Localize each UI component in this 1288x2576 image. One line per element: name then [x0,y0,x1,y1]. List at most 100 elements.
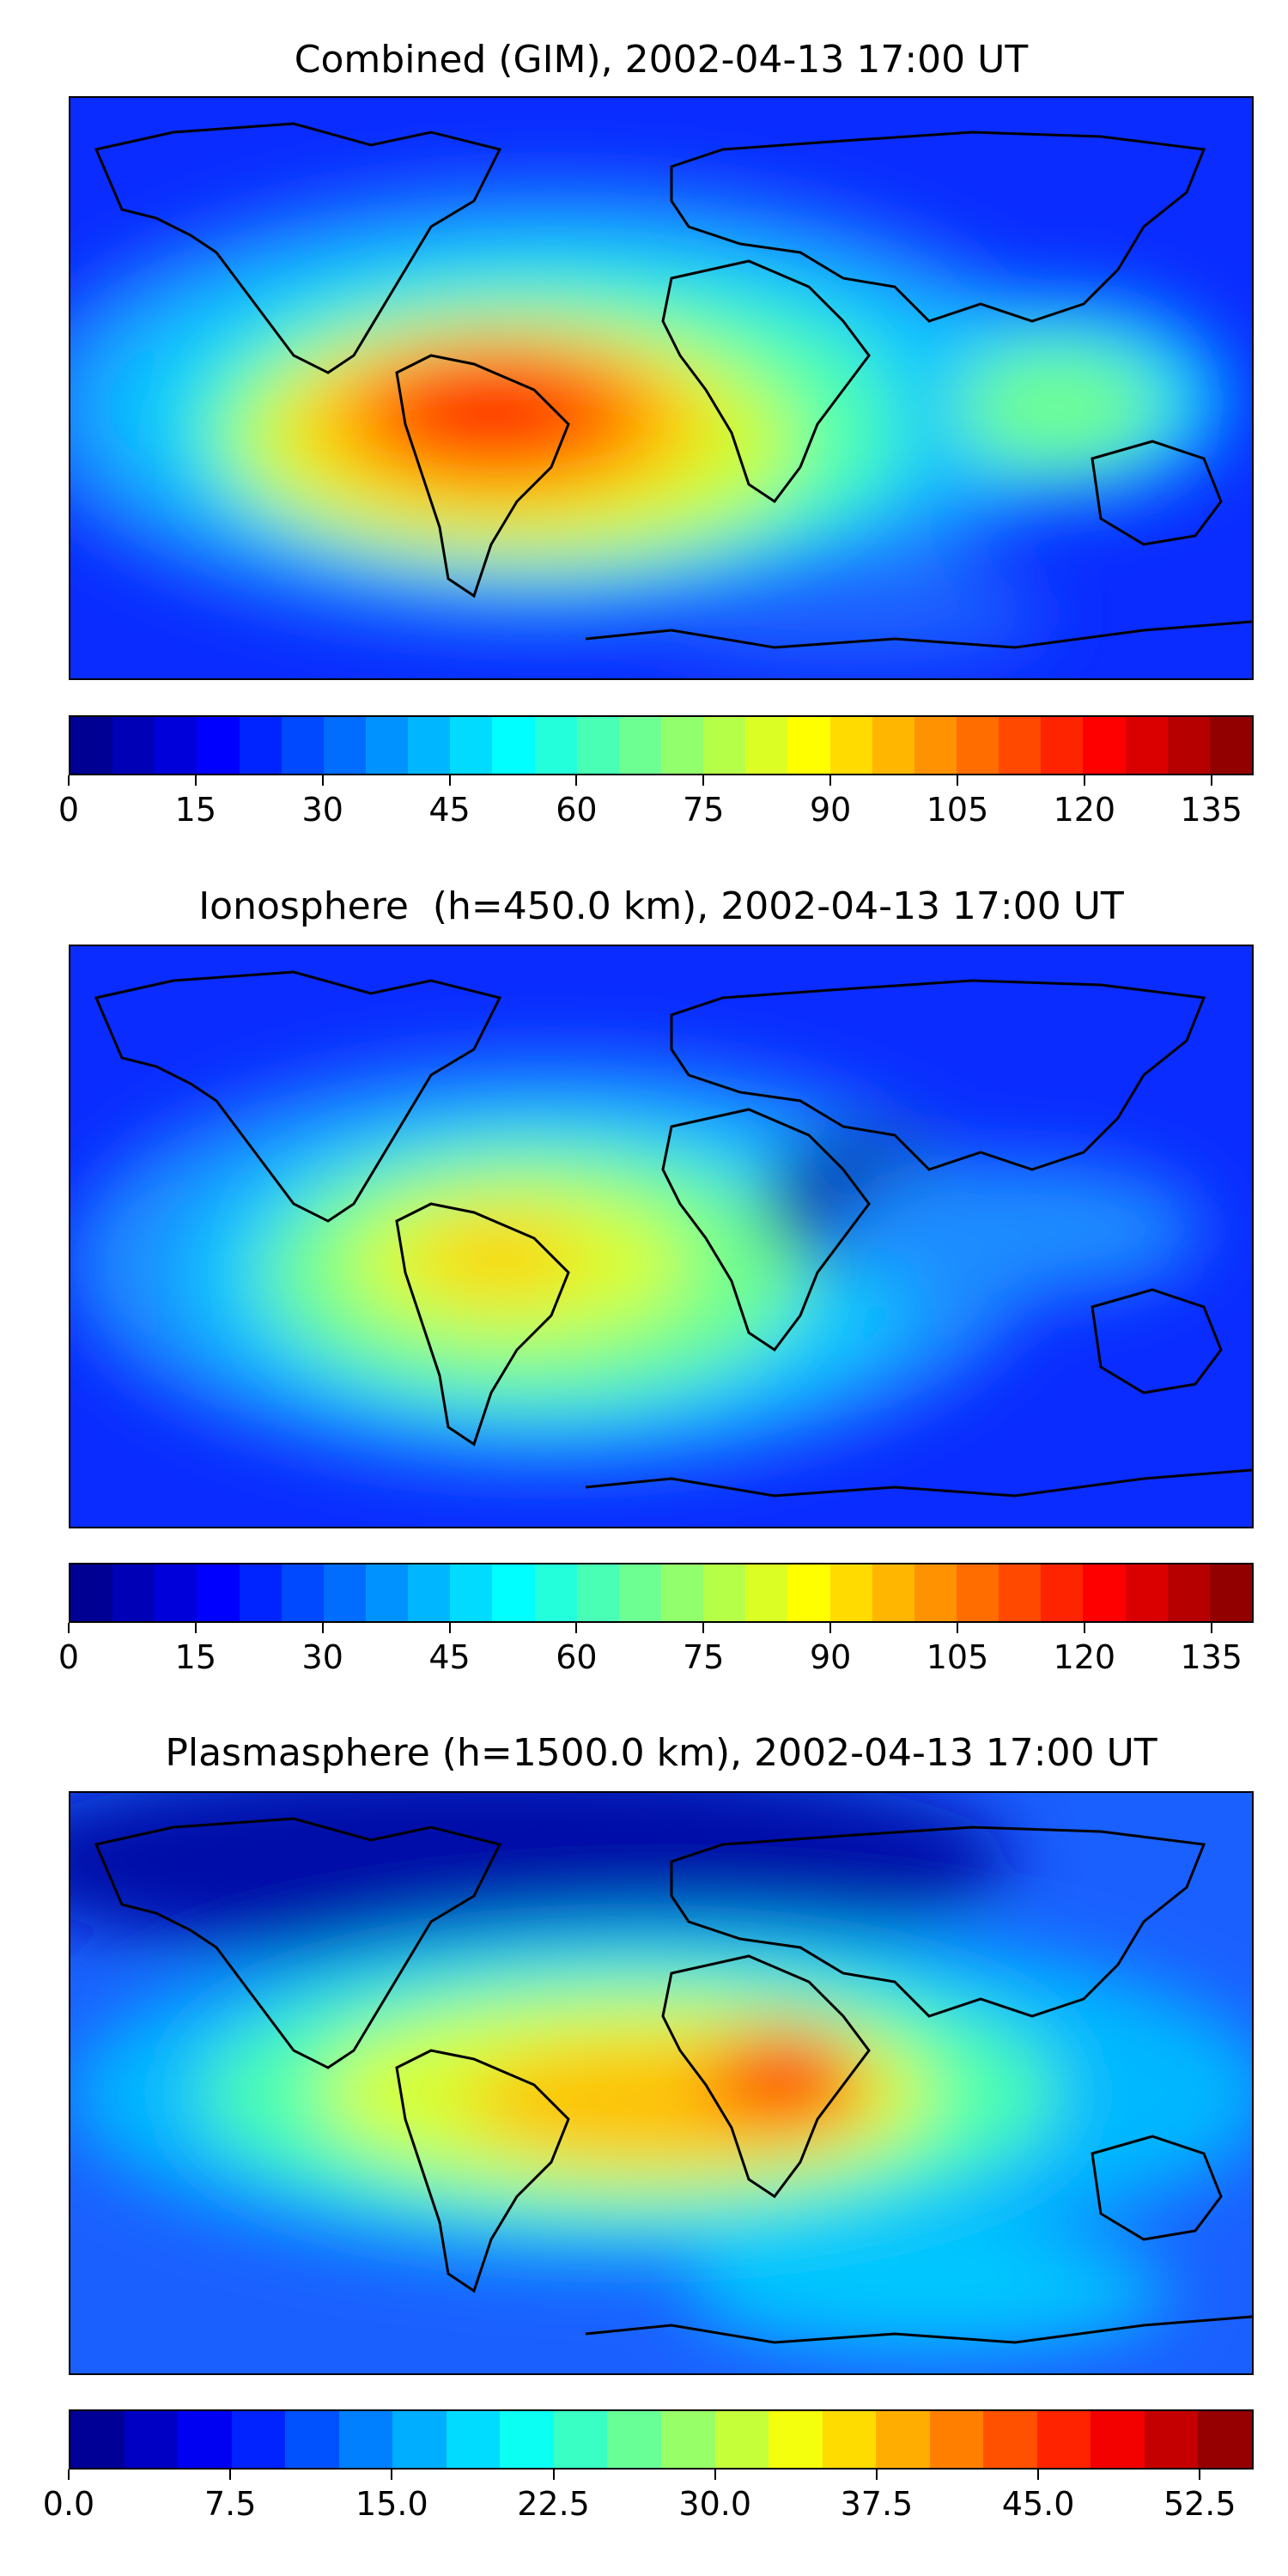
colorbar-tick-label: 60 [556,791,598,829]
colorbar-ticks-ionosphere: 0 15 30 45 60 75 90 105 120 135 [58,1623,1254,1676]
map-combined [69,96,1254,680]
colorbar-level [408,1564,451,1621]
colorbar-level [155,1564,197,1621]
colorbar-level [1041,717,1084,774]
colorbar-tick-label: 45 [428,1638,471,1676]
colorbar-tick-mark [229,2470,232,2480]
colorbar-level [703,1564,746,1621]
colorbar-tick-mark [714,2470,716,2480]
colorbar-level [999,1564,1042,1621]
colorbar-level [338,2411,393,2468]
colorbar-ionosphere [69,1563,1254,1623]
colorbar-tick-label: 15 [174,1638,217,1676]
coastlines-combined [94,122,1252,649]
colorbar-level [365,1564,409,1621]
colorbar-level [618,717,661,774]
colorbar-level [1209,1564,1252,1621]
colorbar-tick-mark [1037,2470,1040,2480]
colorbar-level [660,717,704,774]
colorbar-tick-label: 30 [301,1638,343,1676]
colorbar-level [822,2411,877,2468]
colorbar-level [1144,2411,1199,2468]
colorbar-plasmasphere [69,2409,1254,2470]
map-canvas-plasmasphere [70,1793,1252,2373]
colorbar-level [450,717,493,774]
colorbar-level [239,717,282,774]
colorbar-level [534,1564,577,1621]
colorbar-tick-mark [875,2470,878,2480]
coastlines-ionosphere [94,970,1252,1498]
colorbar-tick-mark [194,775,197,786]
map-plasmasphere [69,1791,1254,2375]
colorbar-tick-label: 15 [174,791,217,829]
colorbar-level [239,1564,282,1621]
colorbar-tick-label: 0 [58,791,80,829]
colorbar-level [1198,2411,1253,2468]
colorbar-level [1125,717,1168,774]
colorbar-level [607,2411,662,2468]
colorbar-level [450,1564,493,1621]
colorbar-tick-label: 120 [1053,1638,1116,1676]
colorbar-level [281,717,324,774]
colorbar-level [703,717,746,774]
map-canvas-ionosphere [70,946,1252,1527]
tec-field-combined [70,184,1230,665]
tec-field-ionosphere [70,1058,1204,1470]
colorbar-tick-label: 75 [683,1638,725,1676]
colorbar-tick-mark [552,2470,555,2480]
colorbar-level [492,1564,535,1621]
colorbar-level [983,2411,1037,2468]
panel-title-ionosphere: Ionosphere (h=450.0 km), 2002-04-13 17:0… [198,884,1124,928]
colorbar-level [1083,1564,1126,1621]
colorbar-tick-mark [702,775,705,786]
colorbar-tick-mark [321,1623,324,1633]
colorbar-level [408,717,451,774]
colorbar-level [914,1564,957,1621]
colorbar-level [365,717,409,774]
colorbar-tick-label: 52.5 [1163,2485,1236,2523]
map-ionosphere [69,945,1254,1528]
colorbar-level [1036,2411,1091,2468]
colorbar-tick-mark [321,775,324,786]
colorbar-level [281,1564,324,1621]
colorbar-tick-mark [1199,2470,1201,2480]
colorbar-tick-label: 90 [809,791,852,829]
colorbar-tick-label: 45 [428,791,471,829]
colorbar-level [1125,1564,1168,1621]
colorbar-level [231,2411,286,2468]
colorbar-tick-mark [391,2470,393,2480]
colorbar-tick-mark [829,775,832,786]
colorbar-tick-mark [448,775,451,786]
colorbar-level [1209,717,1252,774]
colorbar-tick-label: 120 [1053,791,1116,829]
colorbar-level [112,717,155,774]
colorbar-level [500,2411,554,2468]
colorbar-combined [69,715,1254,775]
colorbar-tick-mark [194,1623,197,1633]
colorbar-level [829,1564,872,1621]
colorbar-level [787,717,830,774]
colorbar-level [392,2411,447,2468]
colorbar-tick-label: 30.0 [678,2485,752,2523]
colorbar-level [1083,717,1126,774]
colorbar-level [661,2411,715,2468]
colorbar-tick-label: 15.0 [355,2485,428,2523]
colorbar-level [876,2411,930,2468]
map-canvas-combined [70,98,1252,678]
colorbar-level [70,717,113,774]
colorbar-ticks-combined: 0 15 30 45 60 75 90 105 120 135 [58,775,1254,829]
coastlines-plasmasphere [94,1817,1252,2344]
colorbar-level [1041,1564,1084,1621]
colorbar-tick-mark [448,1623,451,1633]
colorbar-tick-mark [1210,775,1212,786]
colorbar-level [112,1564,155,1621]
colorbar-tick-label: 45.0 [1001,2485,1075,2523]
colorbar-tick-mark [68,1623,70,1633]
colorbar-tick-mark [575,775,578,786]
colorbar-level [1091,2411,1145,2468]
colorbar-level [553,2411,608,2468]
colorbar-level [956,717,999,774]
colorbar-level [745,717,788,774]
colorbar-level [872,1564,914,1621]
colorbar-tick-label: 0 [58,1638,80,1676]
